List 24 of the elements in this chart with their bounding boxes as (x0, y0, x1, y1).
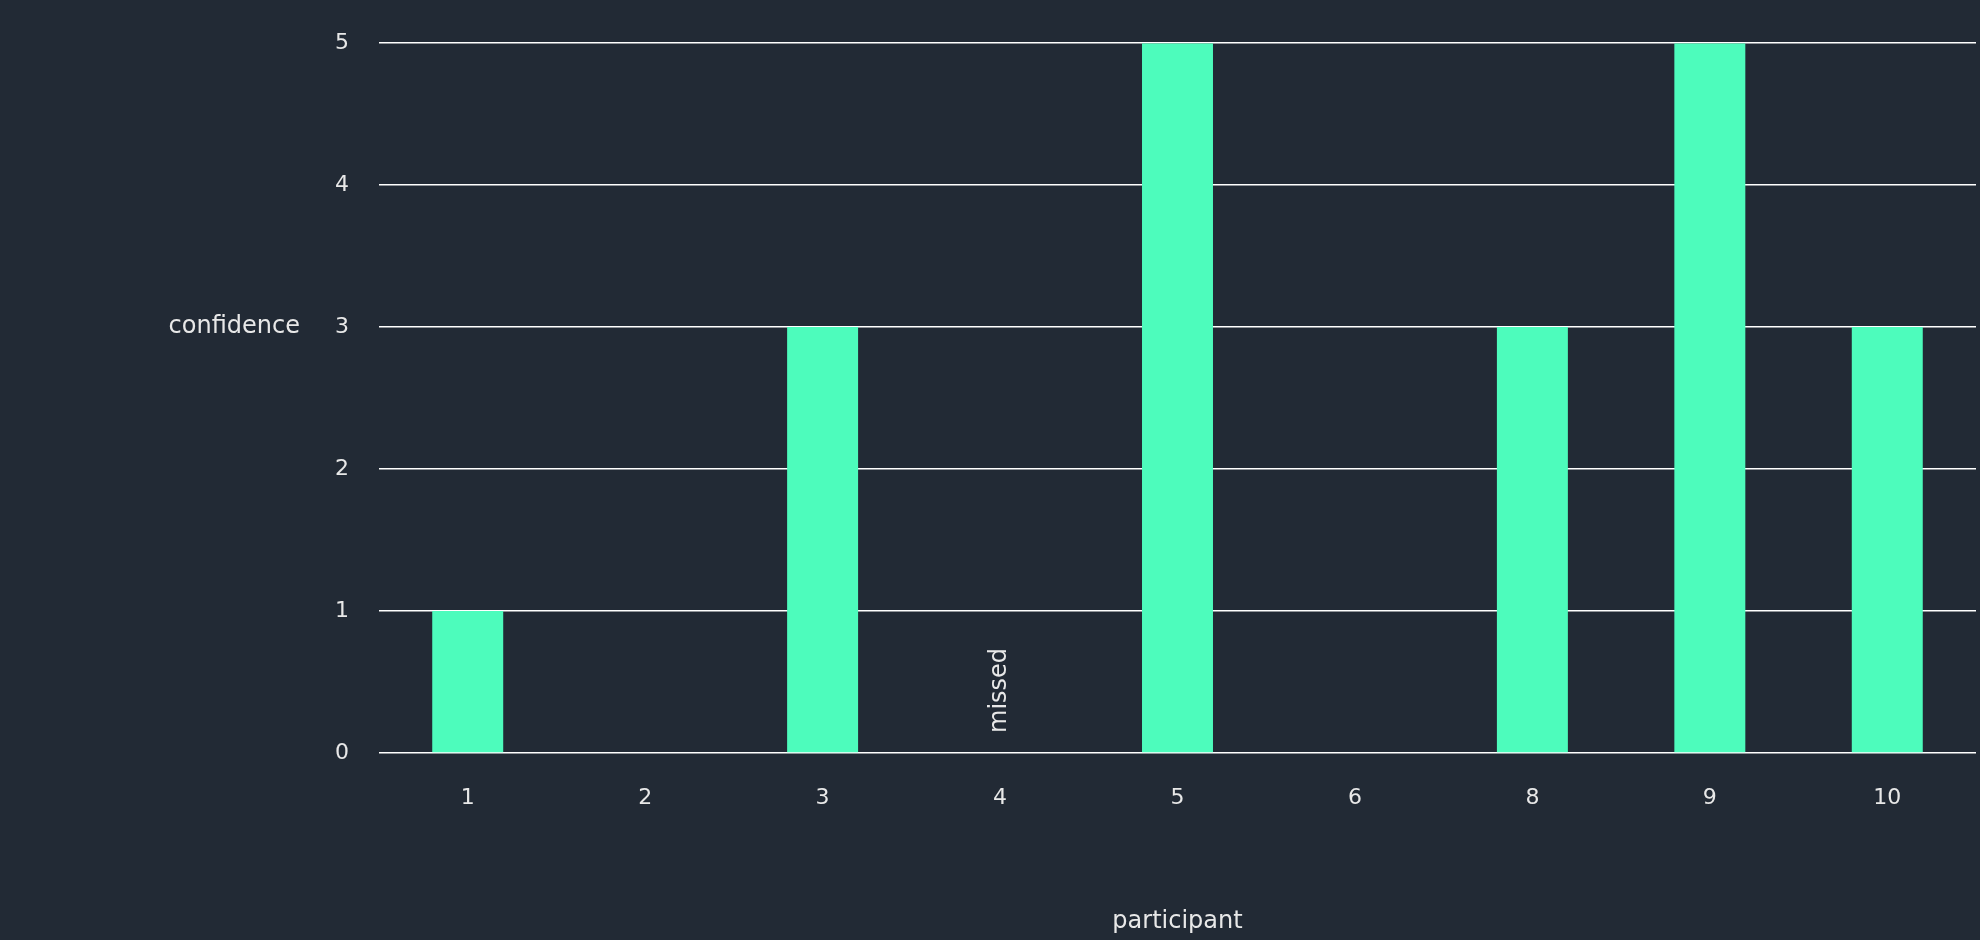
x-tick-label: 2 (638, 783, 653, 809)
y-tick-label: 3 (335, 312, 349, 338)
x-tick-label: 9 (1702, 783, 1717, 809)
bar (432, 611, 504, 753)
y-tick-label: 0 (335, 738, 349, 764)
bar (1851, 327, 1923, 753)
x-tick-label: 8 (1525, 783, 1540, 809)
bar (1674, 43, 1746, 753)
y-axis-title: confidence (168, 311, 300, 340)
x-tick-label: 5 (1170, 783, 1185, 809)
x-axis-title: participant (1112, 906, 1243, 935)
bar (1496, 327, 1568, 753)
x-tick-label: 1 (460, 783, 475, 809)
y-tick-label: 5 (335, 28, 349, 54)
y-tick-label: 1 (335, 596, 349, 622)
x-tick-label: 10 (1873, 783, 1902, 809)
bar (1142, 43, 1213, 753)
x-tick-label: 6 (1347, 783, 1362, 809)
y-tick-label: 2 (335, 454, 349, 480)
y-tick-label: 4 (335, 170, 349, 196)
bar (787, 327, 859, 753)
x-tick-label: 4 (993, 783, 1008, 809)
x-tick-label: 3 (815, 783, 830, 809)
annotation: missed (984, 647, 1013, 733)
